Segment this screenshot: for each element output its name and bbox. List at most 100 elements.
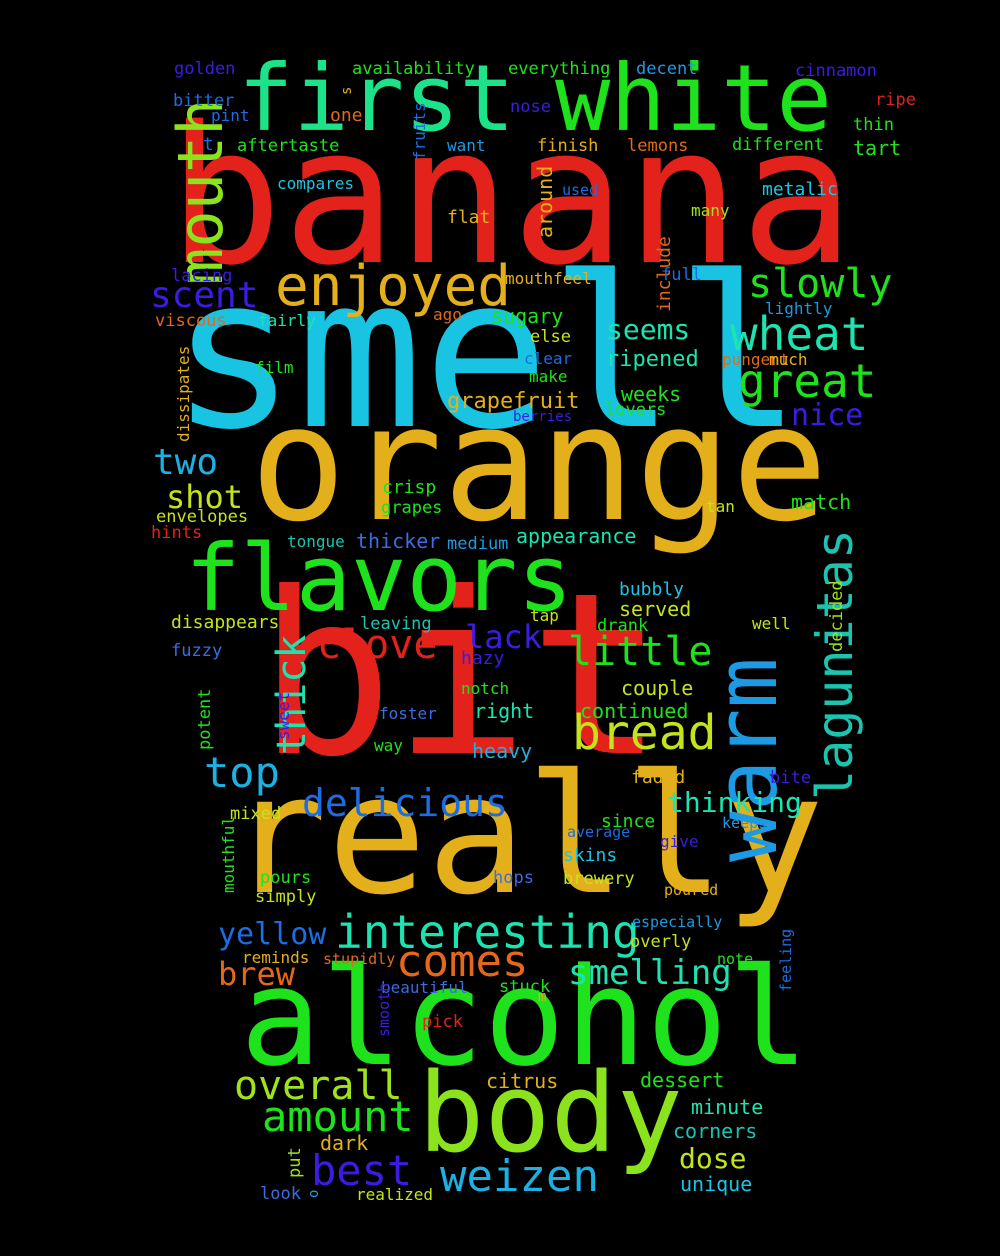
word-bit: bit <box>258 545 665 808</box>
word-clear: clear <box>524 348 573 368</box>
word-hops: hops <box>493 867 534 888</box>
word-minute: minute <box>691 1095 764 1119</box>
word-availability: availability <box>352 58 475 79</box>
word-foster: foster <box>379 703 437 723</box>
word-continued: continued <box>580 699 689 723</box>
word-hints: hints <box>151 522 203 543</box>
word-used: used <box>562 180 599 199</box>
word-especially: especially <box>632 912 723 931</box>
word-top: top <box>204 748 280 798</box>
word-slowly: slowly <box>748 261 893 307</box>
word-delicious: delicious <box>302 780 508 825</box>
word-fuzzy: fuzzy <box>171 640 223 661</box>
word-realized: realized <box>356 1184 434 1204</box>
word-tongue: tongue <box>287 531 345 551</box>
word-interesting: interesting <box>335 905 640 960</box>
word-sweet: sweet <box>274 691 293 740</box>
word-around: around <box>533 165 557 238</box>
word-ago: ago <box>433 304 462 324</box>
word-cinnamon: cinnamon <box>795 60 877 81</box>
word-white: white <box>555 44 832 152</box>
word-decent: decent <box>636 58 698 79</box>
word-tap: tap <box>530 605 559 625</box>
word-stupidly: stupidly <box>323 949 396 968</box>
word-pungent: pungent <box>722 349 790 369</box>
word-first: first <box>238 44 515 152</box>
word-pint: pint <box>211 105 250 125</box>
word-alcohol: alcohol <box>240 938 809 1096</box>
word-grapefruit: grapefruit <box>447 389 580 415</box>
word-drank: drank <box>597 615 649 636</box>
word-couple: couple <box>621 676 694 700</box>
word-t: t <box>203 133 214 155</box>
word-overly: overly <box>630 931 692 952</box>
word-dark: dark <box>320 1131 369 1155</box>
word-lovers: lovers <box>605 399 667 420</box>
word-sugary: sugary <box>491 304 564 328</box>
word-notch: notch <box>461 678 510 698</box>
word-enjoyed: enjoyed <box>275 253 512 319</box>
word-reminds: reminds <box>242 947 310 967</box>
word-seems: seems <box>606 313 691 347</box>
word-smooth: smooth <box>375 982 393 1037</box>
word-ripened: ripened <box>606 347 699 373</box>
word-overall: overall <box>234 1063 403 1109</box>
word-one: one <box>330 104 363 126</box>
word-keeps: keeps <box>722 813 768 832</box>
word-lagunitas: lagunitas <box>806 529 864 800</box>
word-pours: pours <box>260 867 312 888</box>
word-shot: shot <box>166 477 244 516</box>
word-corners: corners <box>673 1119 758 1143</box>
word-pick: pick <box>422 1011 463 1032</box>
word-ripe: ripe <box>875 89 916 110</box>
word-crisp: crisp <box>382 476 437 498</box>
word-aftertaste: aftertaste <box>237 135 340 156</box>
word-since: since <box>601 810 656 832</box>
word-m: m <box>538 988 547 1005</box>
word-mouth: mouth <box>164 98 237 285</box>
word-clove: clove <box>317 622 438 668</box>
word-grapes: grapes <box>381 497 443 518</box>
word-feeling: feeling <box>777 928 795 992</box>
word-berries: berries <box>513 408 573 425</box>
word-medium: medium <box>447 533 509 554</box>
word-s: s <box>339 86 355 95</box>
word-dose: dose <box>679 1142 747 1176</box>
word-match: match <box>791 490 852 514</box>
word-thinking: thinking <box>667 786 802 820</box>
word-mouthful: mouthful <box>219 815 238 893</box>
word-average: average <box>567 822 631 841</box>
word-compares: compares <box>277 173 355 193</box>
word-beautiful: beautiful <box>381 977 468 997</box>
word-orange: orange <box>250 370 828 557</box>
word-nice: nice <box>791 397 864 433</box>
word-leaving: leaving <box>360 613 432 634</box>
word-appearance: appearance <box>516 524 637 548</box>
word-thin: thin <box>853 114 894 135</box>
word-lightly: lightly <box>765 298 833 318</box>
word-best: best <box>311 1146 413 1196</box>
word-amount: amount <box>262 1092 414 1142</box>
word-bubbly: bubbly <box>619 578 685 600</box>
word-make: make <box>529 366 568 386</box>
word-banana: banana <box>168 85 855 307</box>
word-else: else <box>530 326 571 347</box>
word-film: film <box>255 357 294 377</box>
word-hazy: hazy <box>461 647 505 669</box>
word-fruits: fruits <box>410 102 429 160</box>
word-stuck: stuck <box>499 976 551 997</box>
word-note: note <box>717 949 754 968</box>
word-nose: nose <box>510 96 551 117</box>
word-comes: comes <box>396 936 529 988</box>
word-bread: bread <box>572 705 717 762</box>
word-put: put <box>285 1147 305 1178</box>
word-lack: lack <box>465 617 543 656</box>
word-well: well <box>752 613 791 633</box>
word-really: really <box>228 739 825 932</box>
word-tart: tart <box>853 136 902 160</box>
word-weeks: weeks <box>621 382 682 406</box>
word-different: different <box>732 134 825 155</box>
word-full: full <box>661 264 702 285</box>
word-thicker: thicker <box>356 529 441 553</box>
